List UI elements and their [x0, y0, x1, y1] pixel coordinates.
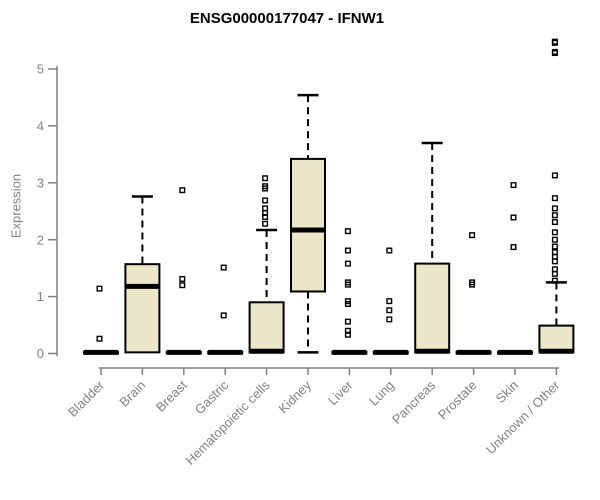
- outlier-point-hematopoietic-cells: [262, 197, 269, 204]
- outlier-point-unknown-other: [551, 219, 558, 226]
- outlier-point-breast: [179, 275, 186, 282]
- chart-title: ENSG00000177047 - IFNW1: [189, 10, 385, 27]
- y-tick-label: 5: [37, 62, 44, 77]
- outlier-point-liver: [344, 281, 351, 288]
- outlier-point-gastric: [220, 264, 227, 271]
- box-brain: [124, 263, 161, 354]
- outlier-point-skin: [510, 244, 517, 251]
- outlier-point-skin: [510, 214, 517, 221]
- outlier-point-unknown-other: [551, 277, 558, 284]
- box-unknown-other: [538, 324, 575, 354]
- y-tick-label: 2: [37, 232, 44, 247]
- outlier-point-unknown-other: [551, 243, 558, 250]
- outlier-point-liver: [344, 228, 351, 235]
- outlier-point-hematopoietic-cells: [262, 185, 269, 192]
- x-category-label: Skin: [493, 378, 521, 406]
- x-category-label: Liver: [325, 377, 356, 408]
- outlier-point-unknown-other: [551, 270, 558, 277]
- outlier-point-hematopoietic-cells: [262, 175, 269, 182]
- outlier-point-unknown-other: [551, 172, 558, 179]
- x-category-label: Gastric: [192, 377, 232, 417]
- outlier-point-unknown-other: [551, 236, 558, 243]
- x-category-label: Pancreas: [389, 377, 439, 427]
- outlier-point-prostate: [469, 281, 476, 288]
- y-tick-label: 1: [37, 289, 44, 304]
- outlier-point-liver: [344, 247, 351, 254]
- outlier-point-unknown-other: [551, 205, 558, 212]
- outlier-point-skin: [510, 182, 517, 189]
- x-category-label: Lung: [366, 378, 397, 409]
- outlier-point-hematopoietic-cells: [262, 213, 269, 220]
- outlier-point-lung: [386, 307, 393, 314]
- x-category-label: Bladder: [65, 377, 108, 420]
- outlier-point-liver: [344, 318, 351, 325]
- outlier-point-unknown-other: [551, 39, 558, 46]
- y-tick-label: 3: [37, 175, 44, 190]
- x-category-label: Prostate: [435, 378, 480, 423]
- x-category-label: Unknown / Other: [483, 377, 563, 457]
- outlier-point-breast: [179, 187, 186, 194]
- outlier-point-liver: [344, 300, 351, 307]
- outlier-point-gastric: [220, 312, 227, 319]
- outlier-point-unknown-other: [551, 212, 558, 219]
- outlier-point-liver: [344, 331, 351, 338]
- outlier-point-hematopoietic-cells: [262, 220, 269, 227]
- outlier-point-unknown-other: [551, 50, 558, 57]
- x-category-label: Kidney: [275, 377, 314, 416]
- outlier-point-lung: [386, 316, 393, 323]
- y-tick-label: 4: [37, 118, 44, 133]
- outlier-point-lung: [386, 247, 393, 254]
- outlier-point-bladder: [96, 335, 103, 342]
- box-kidney: [290, 157, 326, 293]
- x-category-label: Breast: [153, 377, 190, 414]
- box-pancreas: [414, 262, 451, 354]
- outlier-point-bladder: [96, 285, 103, 292]
- outlier-point-unknown-other: [551, 258, 558, 265]
- outlier-point-breast: [179, 282, 186, 289]
- y-tick-label: 0: [37, 346, 44, 361]
- outlier-point-lung: [386, 298, 393, 305]
- outlier-point-unknown-other: [551, 195, 558, 202]
- x-category-label: Brain: [116, 378, 148, 410]
- outlier-point-unknown-other: [551, 229, 558, 236]
- outlier-point-prostate: [469, 232, 476, 239]
- outlier-point-liver: [344, 260, 351, 267]
- box-hematopoietic-cells: [248, 301, 285, 354]
